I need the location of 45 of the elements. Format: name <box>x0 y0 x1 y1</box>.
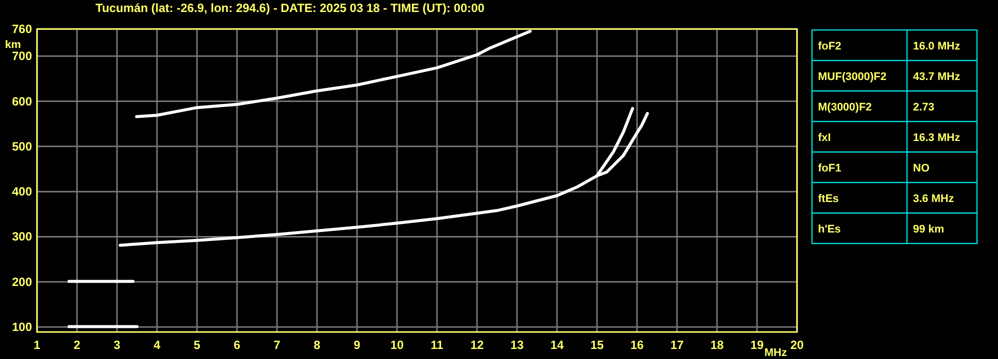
text: MUF(3000)F2 <box>818 70 886 83</box>
text: 43.7 MHz <box>913 70 961 83</box>
text: M(3000)F2 <box>818 101 872 114</box>
text: foF2 <box>818 40 842 52</box>
x-tick-label: 18 <box>710 338 724 352</box>
text: foF1 <box>818 162 842 174</box>
x-tick-label: 11 <box>430 338 444 352</box>
y-tick-label: 200 <box>12 274 32 289</box>
x-tick-label: 19 <box>750 338 764 352</box>
x-tick-label: 2 <box>74 338 81 352</box>
text: 2.73 <box>913 101 934 114</box>
y-tick-label: 400 <box>12 184 32 199</box>
text: fxI <box>818 132 831 144</box>
x-tick-label: 12 <box>470 338 484 352</box>
y-tick-label: 100 <box>12 320 32 334</box>
x-tick-label: 16 <box>630 338 644 352</box>
y-axis-title: km <box>5 39 22 51</box>
x-tick-label: 5 <box>194 338 201 352</box>
x-tick-label: 7 <box>274 338 281 352</box>
text: 99 km <box>913 223 944 236</box>
x-tick-label: 9 <box>354 338 361 352</box>
y-tick-label: 300 <box>12 230 32 244</box>
x-tick-label: 20 <box>790 338 804 352</box>
x-tick-label: 15 <box>590 338 604 352</box>
x-tick-label: 3 <box>114 338 121 352</box>
x-tick-label: 10 <box>390 338 404 352</box>
y-tick-label: 600 <box>12 94 32 108</box>
x-tick-label: 17 <box>670 338 684 352</box>
text: h'Es <box>818 223 841 236</box>
y-tick-label: 760 <box>12 22 32 36</box>
text: ftEs <box>818 192 839 205</box>
x-tick-label: 1 <box>34 338 41 352</box>
y-tick-label: 700 <box>12 49 32 64</box>
x-tick-label: 4 <box>154 338 161 352</box>
text: 3.6 MHz <box>913 192 954 205</box>
x-tick-label: 8 <box>314 338 321 352</box>
x-tick-label: 14 <box>550 338 564 352</box>
x-tick-label: 13 <box>510 338 524 352</box>
text: 16.3 MHz <box>913 132 961 144</box>
x-tick-label: 6 <box>234 338 241 352</box>
text: 16.0 MHz <box>913 40 961 52</box>
chart-title: Tucumán (lat: -26.9, lon: 294.6) - DATE: 2025 03 18 - TIME (UT): 00:00 <box>96 1 485 15</box>
y-tick-label: 500 <box>12 139 32 154</box>
x-axis-title: MHz <box>764 347 788 359</box>
text: NO <box>913 162 930 174</box>
